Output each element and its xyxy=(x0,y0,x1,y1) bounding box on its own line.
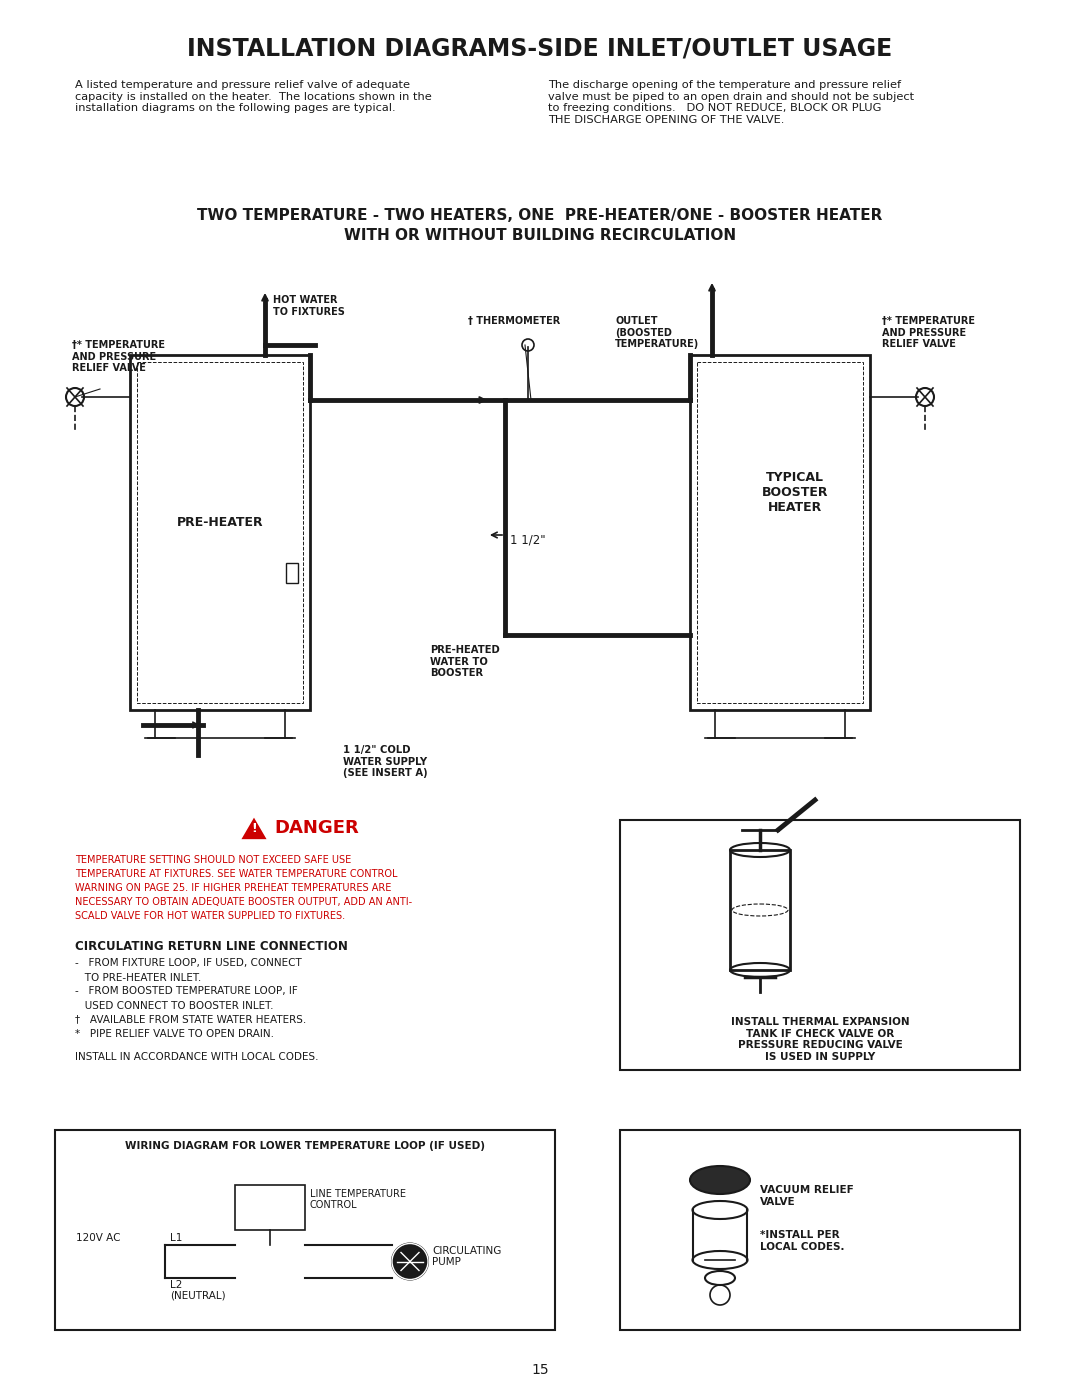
Ellipse shape xyxy=(690,1166,750,1194)
Text: 1 1/2": 1 1/2" xyxy=(510,534,545,546)
Bar xyxy=(697,362,863,703)
Text: †* TEMPERATURE
AND PRESSURE
RELIEF VALVE: †* TEMPERATURE AND PRESSURE RELIEF VALVE xyxy=(72,339,165,373)
Text: WARNING ON PAGE 25. IF HIGHER PREHEAT TEMPERATURES ARE: WARNING ON PAGE 25. IF HIGHER PREHEAT TE… xyxy=(75,883,391,893)
Text: WIRING DIAGRAM FOR LOWER TEMPERATURE LOOP (IF USED): WIRING DIAGRAM FOR LOWER TEMPERATURE LOO… xyxy=(125,1141,485,1151)
Text: PRE-HEATED
WATER TO
BOOSTER: PRE-HEATED WATER TO BOOSTER xyxy=(430,645,500,678)
Text: †* TEMPERATURE
AND PRESSURE
RELIEF VALVE: †* TEMPERATURE AND PRESSURE RELIEF VALVE xyxy=(882,316,975,349)
Polygon shape xyxy=(240,816,268,840)
Text: PRE-HEATER: PRE-HEATER xyxy=(177,515,264,529)
Bar xyxy=(55,1130,555,1330)
Text: TEMPERATURE SETTING SHOULD NOT EXCEED SAFE USE: TEMPERATURE SETTING SHOULD NOT EXCEED SA… xyxy=(75,855,351,865)
Text: TYPICAL
BOOSTER
HEATER: TYPICAL BOOSTER HEATER xyxy=(761,471,828,514)
Text: -   FROM BOOSTED TEMPERATURE LOOP, IF: - FROM BOOSTED TEMPERATURE LOOP, IF xyxy=(75,986,298,996)
Bar xyxy=(620,1130,1020,1330)
Text: L2: L2 xyxy=(170,1280,183,1289)
Text: A listed temperature and pressure relief valve of adequate
capacity is installed: A listed temperature and pressure relief… xyxy=(75,80,432,113)
Bar xyxy=(690,355,870,710)
Text: WITH OR WITHOUT BUILDING RECIRCULATION: WITH OR WITHOUT BUILDING RECIRCULATION xyxy=(343,228,737,243)
Text: CIRCULATING
PUMP: CIRCULATING PUMP xyxy=(432,1246,501,1267)
Text: INSTALL THERMAL EXPANSION
TANK IF CHECK VALVE OR
PRESSURE REDUCING VALVE
IS USED: INSTALL THERMAL EXPANSION TANK IF CHECK … xyxy=(731,1017,909,1062)
Text: 120V AC: 120V AC xyxy=(76,1234,120,1243)
Text: TO PRE-HEATER INLET.: TO PRE-HEATER INLET. xyxy=(75,972,201,983)
Text: VACUUM RELIEF
VALVE: VACUUM RELIEF VALVE xyxy=(760,1185,854,1207)
Text: DANGER: DANGER xyxy=(274,819,359,837)
Bar xyxy=(730,849,789,970)
Text: HOT WATER
TO FIXTURES: HOT WATER TO FIXTURES xyxy=(273,295,345,317)
Text: OUTLET
(BOOSTED
TEMPERATURE): OUTLET (BOOSTED TEMPERATURE) xyxy=(615,316,699,349)
Text: (NEUTRAL): (NEUTRAL) xyxy=(170,1291,226,1301)
Text: USED CONNECT TO BOOSTER INLET.: USED CONNECT TO BOOSTER INLET. xyxy=(75,1002,273,1011)
Bar xyxy=(286,563,298,583)
Circle shape xyxy=(392,1243,428,1280)
Text: TEMPERATURE AT FIXTURES. SEE WATER TEMPERATURE CONTROL: TEMPERATURE AT FIXTURES. SEE WATER TEMPE… xyxy=(75,869,397,879)
Text: INSTALL IN ACCORDANCE WITH LOCAL CODES.: INSTALL IN ACCORDANCE WITH LOCAL CODES. xyxy=(75,1052,319,1062)
Text: SCALD VALVE FOR HOT WATER SUPPLIED TO FIXTURES.: SCALD VALVE FOR HOT WATER SUPPLIED TO FI… xyxy=(75,911,346,921)
Text: NECESSARY TO OBTAIN ADEQUATE BOOSTER OUTPUT, ADD AN ANTI-: NECESSARY TO OBTAIN ADEQUATE BOOSTER OUT… xyxy=(75,897,413,907)
Text: -   FROM FIXTURE LOOP, IF USED, CONNECT: - FROM FIXTURE LOOP, IF USED, CONNECT xyxy=(75,958,301,968)
Text: L1: L1 xyxy=(170,1234,183,1243)
Text: !: ! xyxy=(252,821,257,834)
Bar xyxy=(235,1185,305,1229)
Text: CIRCULATING RETURN LINE CONNECTION: CIRCULATING RETURN LINE CONNECTION xyxy=(75,940,348,953)
Text: † THERMOMETER: † THERMOMETER xyxy=(468,316,561,326)
Bar xyxy=(137,362,303,703)
Text: 15: 15 xyxy=(531,1363,549,1377)
Text: *INSTALL PER
LOCAL CODES.: *INSTALL PER LOCAL CODES. xyxy=(760,1229,845,1252)
Text: The discharge opening of the temperature and pressure relief
valve must be piped: The discharge opening of the temperature… xyxy=(548,80,914,124)
Bar xyxy=(620,820,1020,1070)
Bar xyxy=(130,355,310,710)
Text: †   AVAILABLE FROM STATE WATER HEATERS.: † AVAILABLE FROM STATE WATER HEATERS. xyxy=(75,1014,307,1024)
Text: 1 1/2" COLD
WATER SUPPLY
(SEE INSERT A): 1 1/2" COLD WATER SUPPLY (SEE INSERT A) xyxy=(343,745,428,778)
Text: TWO TEMPERATURE - TWO HEATERS, ONE  PRE-HEATER/ONE - BOOSTER HEATER: TWO TEMPERATURE - TWO HEATERS, ONE PRE-H… xyxy=(198,208,882,222)
Text: *   PIPE RELIEF VALVE TO OPEN DRAIN.: * PIPE RELIEF VALVE TO OPEN DRAIN. xyxy=(75,1030,274,1039)
Text: LINE TEMPERATURE
CONTROL: LINE TEMPERATURE CONTROL xyxy=(310,1189,406,1210)
Text: INSTALLATION DIAGRAMS-SIDE INLET/OUTLET USAGE: INSTALLATION DIAGRAMS-SIDE INLET/OUTLET … xyxy=(187,36,893,60)
